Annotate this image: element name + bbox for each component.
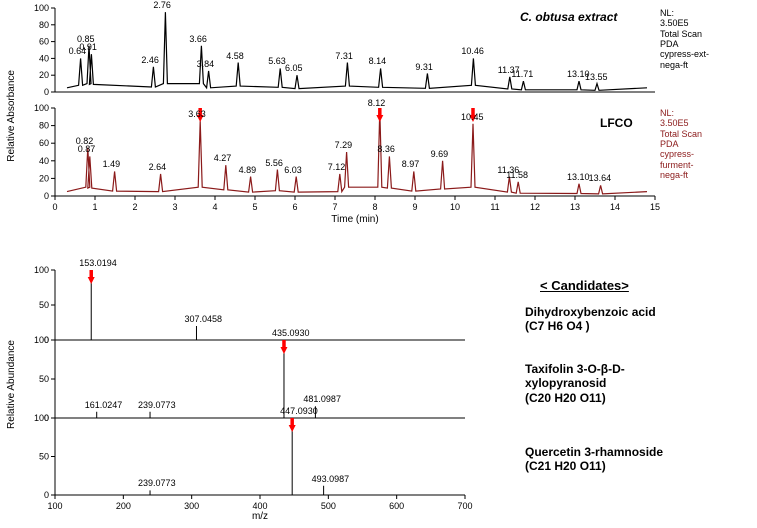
svg-text:9: 9 [412, 202, 417, 212]
svg-text:600: 600 [389, 501, 404, 511]
svg-text:15: 15 [650, 202, 660, 212]
peak-label: 239.0773 [138, 478, 176, 488]
peak-label: 2.76 [153, 0, 171, 10]
svg-text:4: 4 [212, 202, 217, 212]
svg-text:0: 0 [52, 202, 57, 212]
svg-text:13: 13 [570, 202, 580, 212]
svg-text:8: 8 [372, 202, 377, 212]
peak-label: 5.63 [268, 56, 286, 66]
svg-text:80: 80 [39, 20, 49, 30]
svg-text:12: 12 [530, 202, 540, 212]
svg-text:400: 400 [252, 501, 267, 511]
svg-text:50: 50 [39, 300, 49, 310]
svg-text:700: 700 [457, 501, 472, 511]
peak-label: 4.27 [214, 153, 232, 163]
svg-text:0: 0 [44, 191, 49, 201]
peak-label: 9.69 [431, 149, 449, 159]
svg-text:2: 2 [132, 202, 137, 212]
svg-text:m/z: m/z [252, 511, 268, 522]
svg-text:0: 0 [44, 87, 49, 97]
peak-label: 8.12 [368, 98, 386, 108]
peak-label: 481.0987 [303, 394, 341, 404]
peak-label: 9.31 [415, 62, 433, 72]
svg-text:5: 5 [252, 202, 257, 212]
svg-text:10: 10 [450, 202, 460, 212]
svg-text:40: 40 [39, 53, 49, 63]
svg-text:50: 50 [39, 452, 49, 462]
peak-label: 1.49 [103, 159, 121, 169]
svg-text:Time (min): Time (min) [331, 214, 378, 225]
svg-text:100: 100 [47, 501, 62, 511]
peak-label: 10.45 [461, 112, 484, 122]
svg-text:50: 50 [39, 374, 49, 384]
peak-label: 7.12 [328, 162, 346, 172]
peak-label: 13.10 [567, 172, 590, 182]
svg-text:100: 100 [34, 413, 49, 423]
svg-text:1: 1 [92, 202, 97, 212]
svg-text:40: 40 [39, 156, 49, 166]
peak-label: 5.56 [265, 158, 283, 168]
peak-label: 493.0987 [312, 474, 350, 484]
svg-text:14: 14 [610, 202, 620, 212]
svg-text:200: 200 [116, 501, 131, 511]
peak-label: 4.89 [239, 165, 257, 175]
peak-label: 13.64 [589, 173, 612, 183]
svg-text:60: 60 [39, 37, 49, 47]
peak-label: 8.14 [369, 56, 387, 66]
peak-label: 2.64 [149, 162, 167, 172]
peak-label: 7.29 [335, 140, 353, 150]
peak-label: 8.97 [402, 159, 420, 169]
peak-label: 3.84 [197, 59, 215, 69]
figure-root: Relative Absorbance C. obtusa extract NL… [0, 0, 757, 528]
svg-text:3: 3 [172, 202, 177, 212]
peak-label: 6.05 [285, 63, 303, 73]
svg-text:100: 100 [34, 335, 49, 345]
peak-label: 8.36 [377, 144, 395, 154]
svg-text:300: 300 [184, 501, 199, 511]
peak-label: 10.46 [461, 46, 484, 56]
svg-text:20: 20 [39, 173, 49, 183]
peak-label: 435.0930 [272, 328, 310, 338]
svg-text:7: 7 [332, 202, 337, 212]
peak-label: 3.63 [188, 109, 206, 119]
peak-label: 6.03 [284, 165, 302, 175]
peak-label: 13.55 [585, 72, 608, 82]
peak-label: 239.0773 [138, 400, 176, 410]
svg-text:100: 100 [34, 3, 49, 13]
peak-label: 11.58 [506, 170, 528, 180]
peak-label: 161.0247 [85, 400, 123, 410]
svg-text:80: 80 [39, 121, 49, 131]
peak-label: 307.0458 [184, 314, 222, 324]
svg-text:60: 60 [39, 138, 49, 148]
svg-text:100: 100 [34, 103, 49, 113]
peak-label: 2.46 [141, 55, 159, 65]
svg-text:500: 500 [321, 501, 336, 511]
peak-label: 11.71 [511, 69, 533, 79]
peak-label: 0.87 [78, 144, 96, 154]
peak-label: 7.31 [335, 51, 353, 61]
svg-text:6: 6 [292, 202, 297, 212]
peak-label: 4.58 [226, 51, 244, 61]
peak-label: 153.0194 [79, 258, 117, 268]
peak-label: 0.91 [79, 42, 97, 52]
svg-text:0: 0 [44, 490, 49, 500]
svg-text:11: 11 [490, 202, 499, 212]
svg-text:100: 100 [34, 265, 49, 275]
peak-label: 3.66 [189, 34, 207, 44]
svg-text:20: 20 [39, 70, 49, 80]
peak-label: 447.0930 [280, 406, 318, 416]
